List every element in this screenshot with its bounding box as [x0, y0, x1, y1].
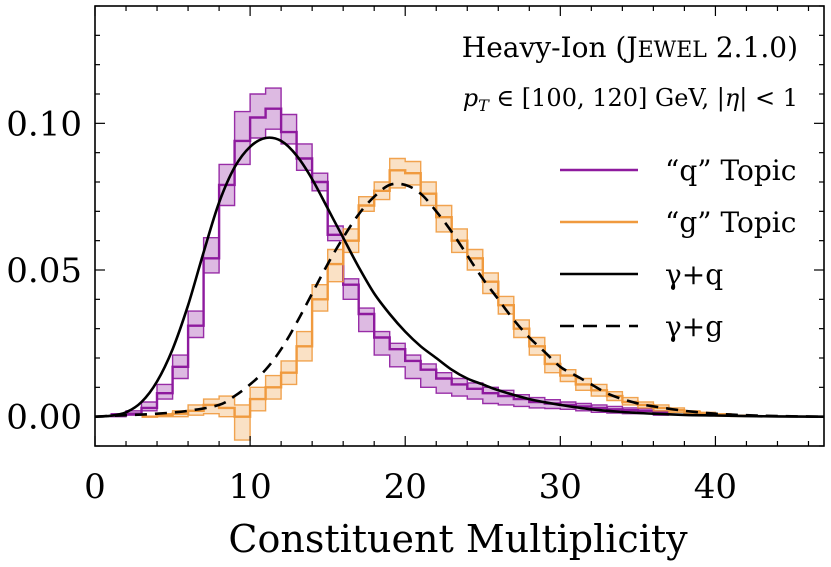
series-1-band-bin — [482, 272, 499, 294]
plot-frame — [94, 5, 825, 447]
series-0-band-bin — [467, 382, 483, 400]
y-tick-label: 0.00 — [6, 398, 82, 438]
x-axis-title: Constituent Multiplicity — [228, 517, 688, 561]
series-0-band-bin — [281, 114, 297, 144]
series-0-band-bin — [343, 278, 359, 300]
series-0-band-bin — [296, 143, 313, 171]
series-0-band-bin — [420, 363, 437, 388]
series-0-band-bin — [374, 331, 390, 356]
series-0-band-bin — [451, 378, 468, 397]
series-1-lower-step — [141, 184, 747, 441]
axes — [94, 5, 825, 447]
series-0-band-bin — [436, 372, 452, 394]
tick-labels: 0 10 20 30 40 0.00 0.05 0.10 — [6, 104, 737, 507]
legend-label: γ+q — [665, 258, 723, 291]
series-1-band-bin — [467, 249, 483, 270]
annotation-line-2: pT ∈ [100, 120] GeV, |η| < 1 — [463, 84, 798, 115]
series-1-band-bin — [389, 158, 406, 188]
legend-label: γ+g — [665, 310, 723, 343]
series-0-band-bin — [203, 237, 220, 273]
x-tick-label: 30 — [539, 467, 582, 507]
series-1-band-bin — [312, 284, 328, 312]
fit-curves — [94, 136, 825, 418]
series-0-band-bin — [141, 402, 158, 411]
step-histograms — [110, 87, 747, 441]
series-0-central-step — [110, 107, 669, 417]
series-0-band-bin — [250, 94, 266, 138]
legend: “q” Topic “g” Topic γ+q γ+g — [560, 154, 796, 343]
series-1-central-step — [141, 169, 747, 418]
series-0-band-bin — [157, 384, 173, 400]
y-tick-label: 0.10 — [6, 104, 82, 144]
series-1-band-bin — [219, 396, 235, 417]
y-tick-label: 0.05 — [6, 251, 82, 291]
series-1-band-bin — [327, 249, 344, 282]
series-2-curve — [94, 136, 825, 418]
series-1-upper-step — [141, 157, 747, 418]
annotation-line-1: Heavy-Ion (JEWEL 2.1.0) — [462, 31, 798, 64]
x-tick-label: 10 — [228, 467, 271, 507]
series-3-curve — [94, 182, 825, 418]
series-1-band-bin — [203, 399, 220, 414]
series-0-band-bin — [358, 308, 375, 332]
series-0-band-bin — [513, 394, 530, 407]
x-tick-label: 0 — [84, 467, 106, 507]
series-1-band-bin — [234, 404, 251, 441]
annotation: Heavy-Ion (JEWEL 2.1.0) pT ∈ [100, 120] … — [462, 31, 798, 115]
x-tick-label: 40 — [694, 467, 737, 507]
series-0-band-bin — [482, 387, 499, 404]
legend-label: “g” Topic — [665, 206, 796, 239]
x-tick-label: 20 — [384, 467, 427, 507]
series-0-band-bin — [389, 343, 406, 367]
series-0-band-bin — [405, 355, 421, 379]
series-0-band-bin — [188, 311, 204, 338]
legend-label: “q” Topic — [665, 154, 796, 187]
